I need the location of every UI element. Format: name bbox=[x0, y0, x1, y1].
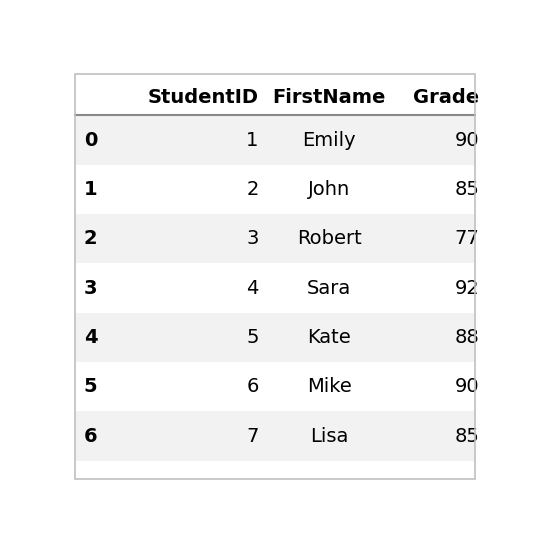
Text: 77: 77 bbox=[454, 229, 479, 248]
Text: StudentID: StudentID bbox=[148, 89, 259, 108]
Bar bbox=[75, 263, 475, 313]
Bar bbox=[75, 115, 475, 165]
Text: 5: 5 bbox=[84, 377, 97, 396]
Text: John: John bbox=[308, 180, 351, 199]
Text: 4: 4 bbox=[84, 328, 97, 347]
Text: 90: 90 bbox=[454, 377, 479, 396]
Text: 2: 2 bbox=[84, 229, 97, 248]
Bar bbox=[75, 165, 475, 214]
Text: Grade: Grade bbox=[413, 89, 479, 108]
Text: Emily: Emily bbox=[302, 130, 356, 149]
Text: Mike: Mike bbox=[307, 377, 352, 396]
Text: Robert: Robert bbox=[297, 229, 362, 248]
Text: 6: 6 bbox=[246, 377, 259, 396]
Bar bbox=[75, 73, 475, 115]
Text: 85: 85 bbox=[454, 426, 479, 445]
Text: 85: 85 bbox=[454, 180, 479, 199]
Text: 7: 7 bbox=[246, 426, 259, 445]
Text: 88: 88 bbox=[454, 328, 479, 347]
Text: Lisa: Lisa bbox=[310, 426, 349, 445]
Text: FirstName: FirstName bbox=[273, 89, 386, 108]
Text: 1: 1 bbox=[84, 180, 97, 199]
Bar bbox=[75, 313, 475, 362]
Text: 92: 92 bbox=[454, 279, 479, 298]
Bar bbox=[75, 214, 475, 263]
Bar bbox=[75, 412, 475, 460]
Text: 90: 90 bbox=[454, 130, 479, 149]
Text: Kate: Kate bbox=[308, 328, 351, 347]
Text: 3: 3 bbox=[246, 229, 259, 248]
Bar bbox=[75, 362, 475, 412]
Text: 4: 4 bbox=[246, 279, 259, 298]
Text: 1: 1 bbox=[246, 130, 259, 149]
Text: 2: 2 bbox=[246, 180, 259, 199]
Text: 6: 6 bbox=[84, 426, 97, 445]
Text: 5: 5 bbox=[246, 328, 259, 347]
Text: Sara: Sara bbox=[307, 279, 351, 298]
Text: 0: 0 bbox=[84, 130, 97, 149]
Text: 3: 3 bbox=[84, 279, 97, 298]
